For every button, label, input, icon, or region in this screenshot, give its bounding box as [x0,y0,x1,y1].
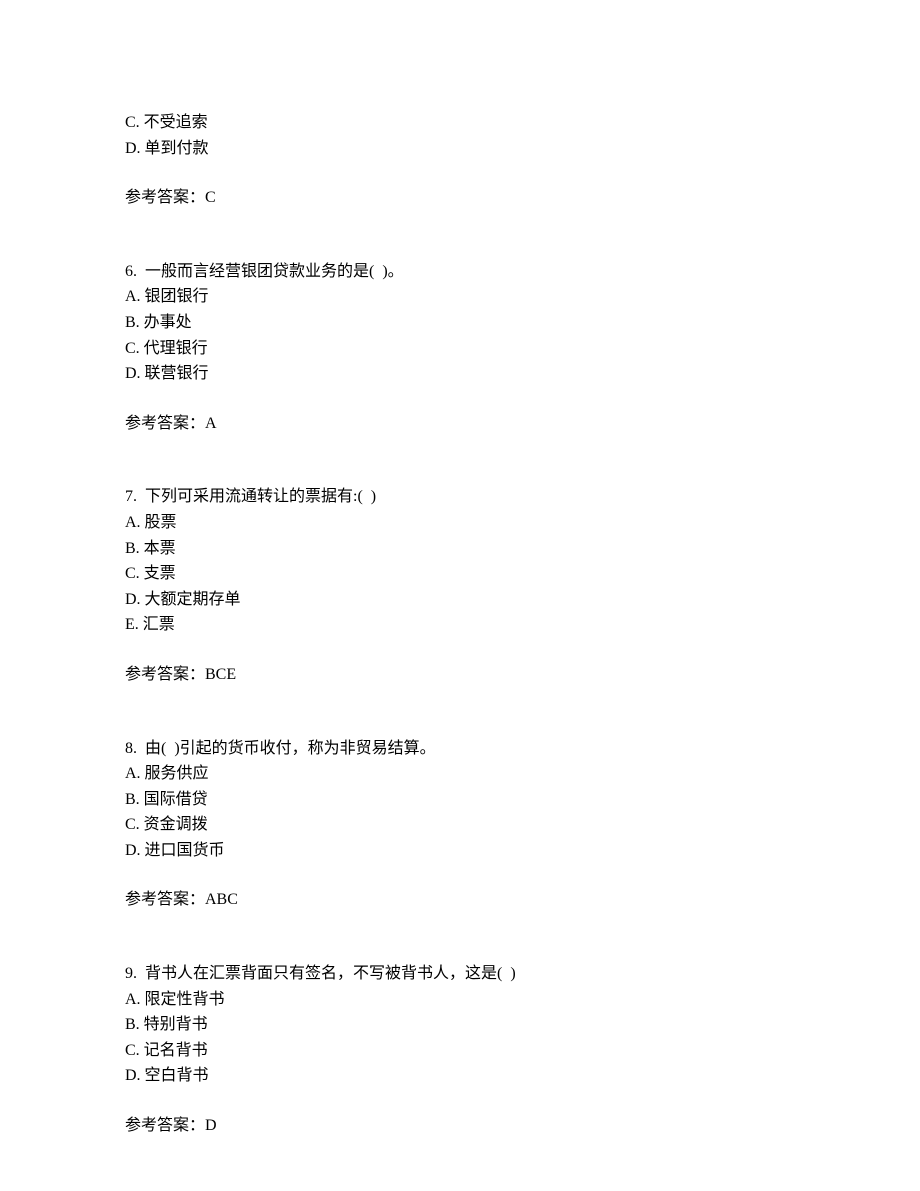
q9-answer: 参考答案：D [125,1113,795,1139]
q8-option-c: C. 资金调拨 [125,812,795,838]
q7-question: 7. 下列可采用流通转让的票据有:( ) [125,484,795,510]
q6-answer: 参考答案：A [125,411,795,437]
q7-option-b: B. 本票 [125,536,795,562]
q8-option-a: A. 服务供应 [125,761,795,787]
q9-option-d: D. 空白背书 [125,1063,795,1089]
q6-option-c: C. 代理银行 [125,336,795,362]
q6-option-d: D. 联营银行 [125,361,795,387]
q6-option-b: B. 办事处 [125,310,795,336]
q6-question: 6. 一般而言经营银团贷款业务的是( )。 [125,259,795,285]
q7-option-e: E. 汇票 [125,612,795,638]
q9-question: 9. 背书人在汇票背面只有签名，不写被背书人，这是( ) [125,961,795,987]
q5-option-d: D. 单到付款 [125,136,795,162]
q9-option-a: A. 限定性背书 [125,987,795,1013]
document-page: C. 不受追索 D. 单到付款 参考答案：C 6. 一般而言经营银团贷款业务的是… [0,0,920,1191]
q6-option-a: A. 银团银行 [125,284,795,310]
q7-option-d: D. 大额定期存单 [125,587,795,613]
q9-option-c: C. 记名背书 [125,1038,795,1064]
q7-option-c: C. 支票 [125,561,795,587]
q9-option-b: B. 特别背书 [125,1012,795,1038]
q8-answer: 参考答案：ABC [125,887,795,913]
q8-option-d: D. 进口国货币 [125,838,795,864]
q7-option-a: A. 股票 [125,510,795,536]
q8-question: 8. 由( )引起的货币收付，称为非贸易结算。 [125,736,795,762]
q7-answer: 参考答案：BCE [125,662,795,688]
q5-answer: 参考答案：C [125,185,795,211]
q5-option-c: C. 不受追索 [125,110,795,136]
q8-option-b: B. 国际借贷 [125,787,795,813]
